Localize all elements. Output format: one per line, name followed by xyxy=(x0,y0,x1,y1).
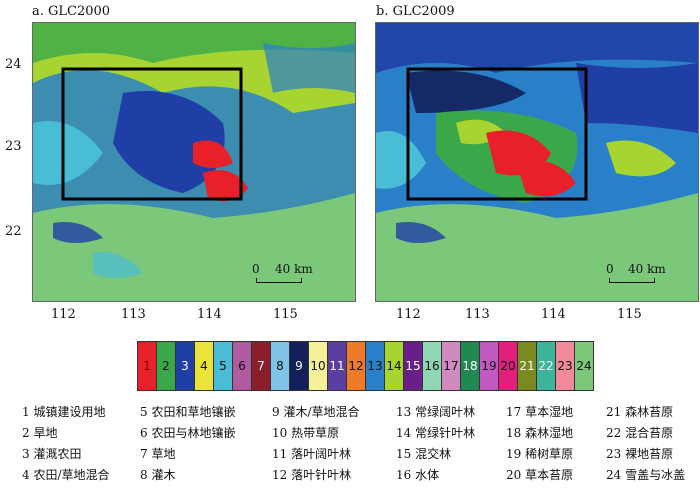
class-item-9: 9 灌木/草地混合 xyxy=(272,405,360,419)
class-item-1: 1 城镇建设用地 xyxy=(22,405,106,419)
class-item-2: 2 旱地 xyxy=(22,426,58,440)
class-item-5: 5 农田和草地镶嵌 xyxy=(140,405,236,419)
legend-color-bar: 1 2 3 4 5 6 7 8 9 10 11 12 13 14 15 16 17 18 19 20 21 22 23 24 xyxy=(137,341,594,391)
legend-swatch-10: 10 xyxy=(309,342,328,390)
class-item-22: 22 混合苔原 xyxy=(606,426,674,440)
x-tick-b-114: 114 xyxy=(541,307,566,322)
y-tick-23: 23 xyxy=(5,139,22,154)
legend-swatch-12: 12 xyxy=(347,342,366,390)
class-item-7: 7 草地 xyxy=(140,447,176,461)
scale-b-dist: 40 km xyxy=(628,262,666,276)
x-tick-b-113: 113 xyxy=(465,307,490,322)
class-item-4: 4 农田/草地混合 xyxy=(22,468,110,482)
scale-a-bar xyxy=(256,278,302,283)
scale-b-zero: 0 xyxy=(606,262,614,276)
x-tick-b-115: 115 xyxy=(617,307,642,322)
class-item-21: 21 森林苔原 xyxy=(606,405,674,419)
x-tick-b-112: 112 xyxy=(396,307,421,322)
class-item-24: 24 雪盖与冰盖 xyxy=(606,468,686,482)
legend-swatch-15: 15 xyxy=(404,342,423,390)
legend-swatch-16: 16 xyxy=(423,342,442,390)
class-item-10: 10 热带草原 xyxy=(272,426,340,440)
class-item-19: 19 稀树草原 xyxy=(506,447,574,461)
y-tick-22: 22 xyxy=(5,224,22,239)
legend-swatch-11: 11 xyxy=(328,342,347,390)
scale-b-bar xyxy=(609,278,655,283)
x-tick-a-115: 115 xyxy=(273,307,298,322)
x-tick-a-113: 113 xyxy=(121,307,146,322)
panel-a-title: a. GLC2000 xyxy=(32,4,111,19)
class-item-20: 20 草本苔原 xyxy=(506,468,574,482)
legend-swatch-21: 21 xyxy=(518,342,537,390)
y-tick-24: 24 xyxy=(5,57,22,72)
legend-swatch-4: 4 xyxy=(195,342,214,390)
class-item-16: 16 水体 xyxy=(396,468,440,482)
legend-swatch-13: 13 xyxy=(366,342,385,390)
class-item-12: 12 落叶针叶林 xyxy=(272,468,352,482)
class-item-6: 6 农田与林地镶嵌 xyxy=(140,426,236,440)
class-item-11: 11 落叶阔叶林 xyxy=(272,447,352,461)
legend-swatch-20: 20 xyxy=(499,342,518,390)
legend-swatch-18: 18 xyxy=(461,342,480,390)
class-item-3: 3 灌溉农田 xyxy=(22,447,82,461)
x-tick-a-112: 112 xyxy=(51,307,76,322)
class-item-8: 8 灌木 xyxy=(140,468,176,482)
class-item-18: 18 森林湿地 xyxy=(506,426,574,440)
panel-b-title: b. GLC2009 xyxy=(376,4,455,19)
scale-a-zero: 0 xyxy=(252,262,260,276)
legend-swatch-22: 22 xyxy=(537,342,556,390)
legend-swatch-3: 3 xyxy=(176,342,195,390)
class-item-13: 13 常绿阔叶林 xyxy=(396,405,476,419)
map-glc2000 xyxy=(32,22,356,302)
class-item-23: 23 裸地苔原 xyxy=(606,447,674,461)
legend-swatch-23: 23 xyxy=(556,342,575,390)
legend-swatch-8: 8 xyxy=(271,342,290,390)
legend-swatch-19: 19 xyxy=(480,342,499,390)
class-item-14: 14 常绿针叶林 xyxy=(396,426,476,440)
legend-swatch-9: 9 xyxy=(290,342,309,390)
scale-a-dist: 40 km xyxy=(275,262,313,276)
legend-swatch-24: 24 xyxy=(575,342,593,390)
legend-swatch-14: 14 xyxy=(385,342,404,390)
class-item-17: 17 草本湿地 xyxy=(506,405,574,419)
legend-swatch-6: 6 xyxy=(233,342,252,390)
class-item-15: 15 混交林 xyxy=(396,447,452,461)
legend-swatch-2: 2 xyxy=(157,342,176,390)
legend-swatch-17: 17 xyxy=(442,342,461,390)
legend-swatch-5: 5 xyxy=(214,342,233,390)
x-tick-a-114: 114 xyxy=(197,307,222,322)
legend-swatch-7: 7 xyxy=(252,342,271,390)
map-glc2009 xyxy=(375,22,699,302)
legend-swatch-1: 1 xyxy=(138,342,157,390)
